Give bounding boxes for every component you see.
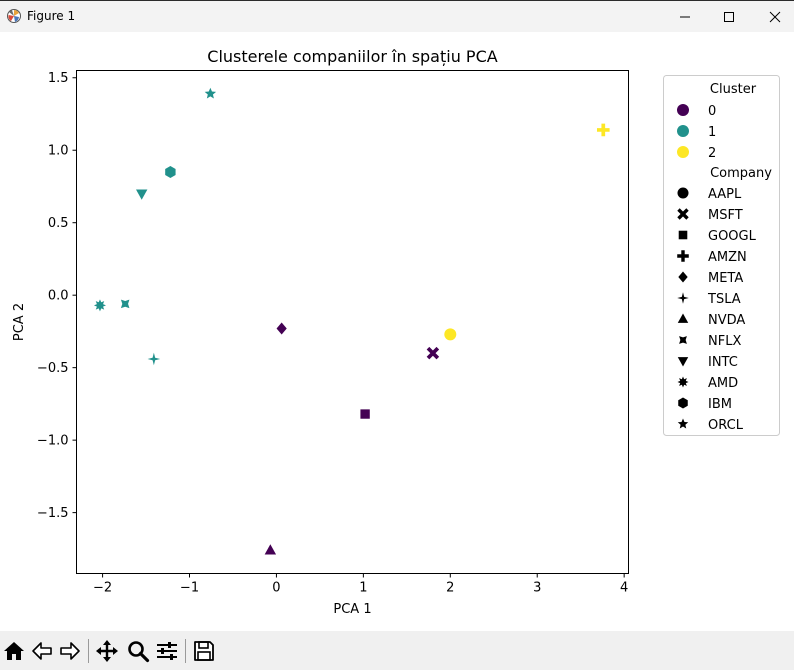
legend-company-label: MSFT: [708, 208, 743, 223]
close-button[interactable]: [752, 1, 794, 33]
window-titlebar: Figure 1: [0, 0, 794, 32]
x-tick-label: 3: [533, 581, 541, 596]
data-point-googl: [360, 409, 370, 419]
legend-company-marker: [677, 376, 689, 388]
maximize-icon: [724, 12, 734, 22]
arrow-right-icon: [60, 642, 80, 660]
matplotlib-logo-icon: [7, 9, 21, 23]
x-tick-label: −1: [180, 581, 199, 596]
x-tick-label: 0: [272, 581, 280, 596]
home-icon: [4, 642, 24, 660]
legend-cluster-marker: [677, 125, 689, 137]
toolbar-separator: [88, 639, 89, 663]
data-point-amzn: [596, 123, 610, 137]
data-point-msft: [426, 346, 440, 360]
chart-title: Clusterele companiilor în spațiu PCA: [207, 47, 497, 66]
data-point-ibm: [165, 165, 176, 178]
magnifier-icon: [128, 641, 150, 663]
y-tick-label: 0.0: [48, 289, 69, 304]
x-axis-label: PCA 1: [333, 602, 371, 617]
legend-cluster-label: 1: [708, 125, 716, 140]
legend-company-marker: [677, 250, 689, 262]
y-tick-label: −1.5: [37, 506, 69, 521]
navigation-toolbar: [0, 631, 794, 670]
legend-company-marker: [678, 271, 688, 283]
maximize-button[interactable]: [706, 1, 752, 33]
y-axis-label: PCA 2: [12, 303, 27, 341]
legend-company-label: INTC: [708, 355, 738, 370]
x-tick-label: −2: [93, 581, 112, 596]
pan-button[interactable]: [94, 638, 120, 664]
legend-company-marker: [677, 208, 689, 220]
legend-company-marker: [677, 292, 689, 304]
arrow-left-icon: [32, 642, 52, 660]
legend-company-label: NVDA: [708, 313, 745, 328]
legend-company-label: META: [708, 271, 743, 286]
legend-company-marker: [677, 418, 689, 429]
legend-company-label: AMZN: [708, 250, 747, 265]
legend-company-marker: [677, 187, 689, 199]
window-title: Figure 1: [27, 9, 76, 23]
forward-button[interactable]: [57, 638, 83, 664]
legend-company-marker: [678, 230, 688, 240]
data-point-nflx: [120, 299, 130, 309]
legend-company-label: NFLX: [708, 334, 741, 349]
legend-company-label: AMD: [708, 376, 738, 391]
data-point-tsla: [147, 352, 161, 366]
data-point-meta: [276, 322, 287, 335]
y-tick-label: −0.5: [37, 361, 69, 376]
toolbar-separator: [185, 639, 186, 663]
legend-cluster-title: Cluster: [710, 82, 757, 97]
back-button[interactable]: [29, 638, 55, 664]
move-icon: [96, 640, 118, 662]
floppy-icon: [194, 641, 214, 661]
figure-canvas[interactable]: Clusterele companiilor în spațiu PCA −2 −…: [0, 32, 794, 631]
home-button[interactable]: [1, 638, 27, 664]
zoom-button[interactable]: [125, 638, 151, 664]
data-point-aapl: [444, 328, 457, 341]
legend-box: [663, 75, 780, 436]
legend-company-marker: [679, 336, 687, 344]
minimize-button[interactable]: [662, 1, 708, 33]
y-tick-label: 0.5: [48, 216, 69, 231]
sliders-icon: [157, 642, 177, 660]
data-point-amd: [93, 299, 106, 312]
legend-company-marker: [678, 397, 688, 409]
y-tick-label: 1.5: [48, 71, 69, 86]
close-icon: [769, 11, 781, 23]
x-tick-label: 1: [359, 581, 367, 596]
legend-company-marker: [677, 313, 689, 323]
y-tick-label: −1.0: [37, 434, 69, 449]
legend-company-label: TSLA: [707, 292, 741, 307]
save-button[interactable]: [191, 638, 217, 664]
data-point-intc: [135, 189, 148, 200]
legend-company-title: Company: [710, 166, 772, 181]
data-point-nvda: [264, 544, 277, 555]
legend-cluster-label: 2: [708, 146, 716, 161]
pca-scatter-chart: Clusterele companiilor în spațiu PCA −2 −…: [12, 47, 780, 617]
legend-company-label: AAPL: [708, 187, 742, 202]
legend-company-marker: [677, 357, 689, 367]
configure-subplots-button[interactable]: [154, 638, 180, 664]
legend-company-label: IBM: [708, 397, 732, 412]
legend-cluster-marker: [677, 104, 689, 116]
x-tick-label: 2: [446, 581, 454, 596]
legend-cluster-marker: [677, 146, 689, 158]
plot-area: [76, 70, 629, 574]
minimize-icon: [680, 16, 690, 18]
legend-cluster-label: 0: [708, 104, 716, 119]
legend-company-label: GOOGL: [708, 229, 757, 244]
data-point-orcl: [204, 87, 217, 99]
legend-company-label: ORCL: [708, 418, 744, 433]
y-tick-label: 1.0: [48, 144, 69, 159]
x-tick-label: 4: [620, 581, 628, 596]
